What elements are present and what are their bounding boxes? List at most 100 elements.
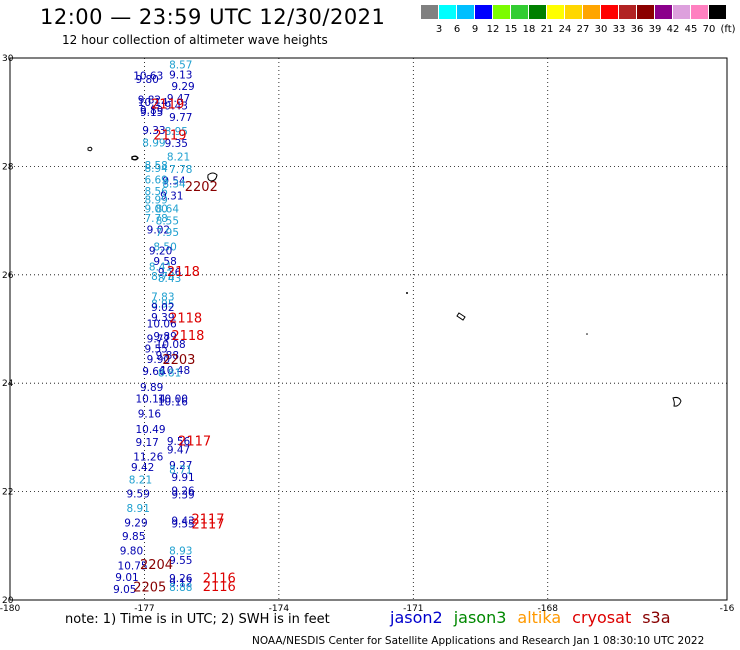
wave-height-value: 6.69 — [144, 175, 167, 187]
wave-height-value: 8.81 — [158, 368, 181, 380]
wave-height-value: 9.91 — [171, 472, 194, 484]
legend-level-label: 36 — [630, 24, 644, 35]
wave-height-value: 9.13 — [169, 70, 192, 82]
pass-time-label: 2119 — [151, 97, 184, 112]
wave-height-value: 9.39 — [171, 490, 194, 502]
wave-height-value: 9.47 — [167, 93, 190, 105]
wave-height-value: 10.49 — [135, 424, 165, 436]
wave-height-value: 9.31 — [160, 190, 183, 202]
legend-swatch — [547, 5, 564, 19]
wave-height-value: 10.75 — [118, 561, 148, 573]
wave-height-value: 9.05 — [113, 584, 136, 596]
wave-height-value: 10.63 — [133, 71, 163, 83]
legend-swatch — [637, 5, 654, 19]
wave-height-value: 9.12 — [169, 577, 192, 589]
legend-level-label: 30 — [594, 24, 608, 35]
pass-time-label: 2204 — [140, 558, 173, 573]
wave-height-value: 8.95 — [165, 126, 188, 138]
pass-time-label: 2117 — [191, 513, 224, 528]
wave-height-value: 9.82 — [138, 95, 161, 107]
wave-height-value: 9.26 — [171, 485, 195, 497]
wave-height-value: 8.78 — [151, 271, 174, 283]
wave-height-value: 9.43 — [165, 100, 188, 112]
pass-time-label: 2117 — [191, 517, 224, 532]
y-tick-label: 24 — [2, 379, 14, 389]
y-tick-label: 22 — [2, 488, 13, 498]
color-legend: 3 6 9 12 15 18 21 24 27 30 33 36 39 42 45 70 (ft) — [421, 5, 736, 35]
page-title: 12:00 — 23:59 UTC 12/30/2021 — [40, 5, 386, 29]
wave-height-value: 9.15 — [140, 107, 163, 119]
island-shape — [672, 396, 682, 407]
wave-height-value: 9.55 — [144, 343, 167, 355]
wave-height-value: 9.77 — [147, 334, 170, 346]
legend-swatch — [673, 5, 690, 19]
y-tick-label: 30 — [2, 54, 14, 64]
wave-height-value: 9.54 — [162, 175, 186, 187]
wave-height-value: 9.16 — [138, 408, 162, 420]
satellite-label: cryosat — [572, 608, 632, 627]
legend-swatch — [583, 5, 600, 19]
wave-height-value: 9.66 — [142, 366, 166, 378]
pass-time-label: 2118 — [171, 329, 204, 344]
wave-height-value: 8.95 — [151, 298, 174, 310]
legend-level-label: 27 — [576, 24, 590, 35]
wave-height-value: 9.26 — [169, 573, 193, 585]
legend-level-label: 18 — [522, 24, 536, 35]
wave-height-value: 8.91 — [127, 503, 150, 515]
wave-height-value: 10.06 — [147, 318, 177, 330]
wave-height-value: 8.94 — [144, 163, 168, 175]
x-tick-label: -180 — [0, 604, 20, 614]
wave-height-value: 9.90 — [147, 354, 170, 366]
wave-height-value: 9.17 — [135, 437, 158, 449]
x-tick-label: -177 — [134, 604, 154, 614]
map-frame — [9, 57, 728, 601]
wave-height-value: 9.59 — [127, 489, 150, 501]
wave-height-value: 9.39 — [151, 312, 174, 324]
wave-height-value: 8.99 — [142, 137, 165, 149]
wave-height-value: 9.00 — [144, 203, 167, 215]
wave-height-value: 9.89 — [153, 331, 176, 343]
wave-height-value: 9.56 — [167, 436, 191, 448]
page-subtitle: 12 hour collection of altimeter wave hei… — [62, 33, 328, 47]
island-shape — [586, 333, 588, 335]
wave-height-value: 8.34 — [162, 179, 186, 191]
wave-height-value: 10.16 — [158, 396, 188, 408]
legend-swatch — [601, 5, 618, 19]
island-shape — [87, 146, 93, 152]
x-tick-label: -16 — [720, 604, 735, 614]
wave-height-value: 8.71 — [169, 465, 192, 477]
wave-height-value: 9.36 — [158, 267, 182, 279]
legend-level-label: 33 — [612, 24, 626, 35]
legend-swatch — [439, 5, 456, 19]
wave-height-value: 8.21 — [167, 151, 190, 163]
wave-height-value: 9.85 — [122, 531, 145, 543]
wave-height-value: 9.33 — [142, 125, 165, 137]
legend-swatch — [475, 5, 492, 19]
pass-time-label: 2118 — [167, 265, 200, 280]
wave-height-value: 8.93 — [169, 545, 192, 557]
pass-time-label: 2118 — [169, 311, 202, 326]
wave-height-value: 9.77 — [169, 112, 192, 124]
legend-level-label: 39 — [648, 24, 662, 35]
legend-level-label: 15 — [504, 24, 518, 35]
legend-level-label: 21 — [540, 24, 554, 35]
island-shape — [406, 292, 408, 294]
wave-height-value: 10.14 — [138, 97, 168, 109]
y-tick-label: 26 — [2, 271, 14, 281]
footnote: note: 1) Time is in UTC; 2) SWH is in fe… — [65, 612, 330, 627]
legend-swatch — [511, 5, 528, 19]
wave-height-value: 9.80 — [120, 545, 143, 557]
wave-height-value: 9.29 — [171, 81, 194, 93]
wave-height-value: 8.88 — [169, 582, 192, 594]
y-tick-label: 20 — [2, 596, 14, 606]
wave-height-value: 7.78 — [144, 213, 167, 225]
x-tick-label: -168 — [538, 604, 559, 614]
wave-height-value: 8.43 — [158, 273, 181, 285]
wave-height-value: 8.21 — [129, 474, 152, 486]
wave-height-value: 9.55 — [169, 555, 192, 567]
x-tick-label: -171 — [403, 604, 423, 614]
wave-height-value: 9.47 — [167, 445, 190, 457]
pass-time-label: 2202 — [185, 180, 218, 195]
wave-height-value: 9.42 — [131, 462, 154, 474]
